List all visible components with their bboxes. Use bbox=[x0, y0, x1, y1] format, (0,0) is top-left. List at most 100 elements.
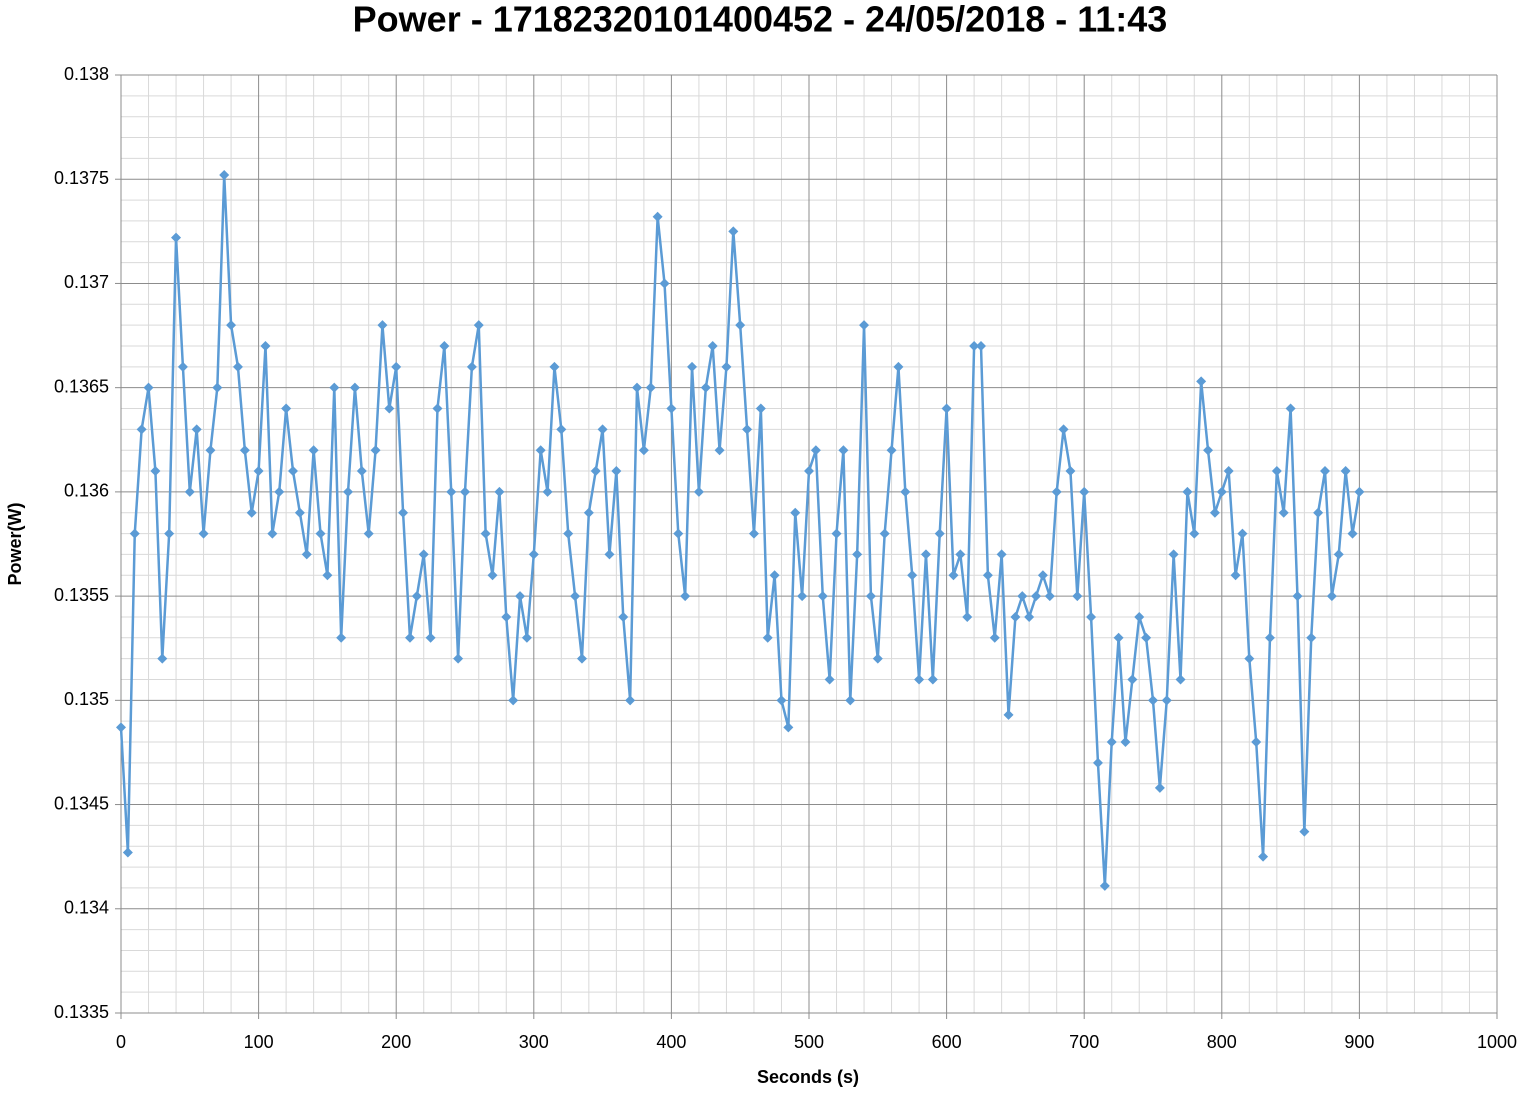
data-point bbox=[1134, 611, 1145, 622]
data-point bbox=[480, 528, 491, 539]
data-point bbox=[1244, 653, 1255, 664]
data-point bbox=[301, 549, 312, 560]
data-point bbox=[1271, 466, 1282, 477]
data-point bbox=[136, 424, 147, 435]
data-point bbox=[1079, 486, 1090, 497]
data-point bbox=[1223, 466, 1234, 477]
data-point bbox=[831, 528, 842, 539]
data-point bbox=[748, 528, 759, 539]
data-point bbox=[969, 340, 980, 351]
data-point bbox=[680, 591, 691, 602]
data-point bbox=[212, 382, 223, 393]
data-point bbox=[384, 403, 395, 414]
data-point bbox=[1326, 591, 1337, 602]
data-point bbox=[404, 632, 415, 643]
data-point bbox=[1148, 695, 1158, 706]
data-point bbox=[632, 382, 642, 393]
data-point bbox=[920, 549, 931, 560]
data-point bbox=[728, 226, 739, 237]
data-point bbox=[762, 632, 773, 643]
data-point bbox=[370, 445, 381, 456]
data-point bbox=[707, 340, 718, 351]
data-point bbox=[1141, 632, 1152, 643]
data-point bbox=[721, 361, 732, 372]
data-point bbox=[1333, 549, 1344, 560]
data-point bbox=[116, 722, 126, 733]
data-point bbox=[1292, 591, 1303, 602]
data-point bbox=[294, 507, 305, 518]
data-point bbox=[659, 278, 670, 289]
data-point bbox=[1251, 737, 1262, 748]
data-point bbox=[1065, 466, 1076, 477]
data-point bbox=[487, 570, 498, 581]
data-point bbox=[790, 507, 801, 518]
data-point bbox=[1203, 445, 1214, 456]
data-point bbox=[1051, 486, 1062, 497]
data-point bbox=[411, 591, 422, 602]
data-point bbox=[1237, 528, 1248, 539]
data-point bbox=[425, 632, 436, 643]
data-point bbox=[687, 361, 698, 372]
x-tick-label: 500 bbox=[794, 1032, 824, 1052]
data-point bbox=[398, 507, 409, 518]
data-point bbox=[1258, 851, 1269, 862]
data-point bbox=[439, 340, 450, 351]
data-point bbox=[1113, 632, 1124, 643]
data-point bbox=[611, 466, 622, 477]
data-point bbox=[700, 382, 711, 393]
data-point bbox=[583, 507, 594, 518]
data-point bbox=[191, 424, 202, 435]
data-point bbox=[1175, 674, 1186, 685]
data-point bbox=[927, 674, 938, 685]
data-point bbox=[1072, 591, 1083, 602]
data-point bbox=[838, 445, 849, 456]
data-point bbox=[1003, 709, 1014, 720]
x-tick-label: 600 bbox=[932, 1032, 962, 1052]
data-point bbox=[590, 466, 601, 477]
data-point bbox=[1168, 549, 1179, 560]
data-point bbox=[515, 591, 526, 602]
data-point bbox=[804, 466, 814, 477]
y-tick-label: 0.1355 bbox=[54, 585, 109, 605]
data-point bbox=[1216, 486, 1227, 497]
x-tick-label: 400 bbox=[656, 1032, 686, 1052]
data-point bbox=[934, 528, 945, 539]
y-tick-label: 0.137 bbox=[64, 272, 109, 292]
data-point bbox=[625, 695, 636, 706]
data-point bbox=[755, 403, 766, 414]
data-point bbox=[693, 486, 704, 497]
data-point bbox=[1127, 674, 1138, 685]
data-point bbox=[742, 424, 753, 435]
data-point bbox=[184, 486, 195, 497]
data-point bbox=[1154, 782, 1165, 793]
data-point bbox=[735, 320, 746, 331]
data-point bbox=[996, 549, 1007, 560]
data-point bbox=[886, 445, 897, 456]
data-point bbox=[1306, 632, 1317, 643]
y-tick-label: 0.1345 bbox=[54, 793, 109, 813]
x-tick-label: 1000 bbox=[1477, 1032, 1517, 1052]
y-tick-label: 0.135 bbox=[64, 689, 109, 709]
data-point bbox=[205, 445, 216, 456]
data-point bbox=[336, 632, 347, 643]
data-point bbox=[976, 340, 986, 351]
data-point bbox=[226, 320, 237, 331]
data-point bbox=[171, 232, 182, 243]
x-tick-label: 300 bbox=[519, 1032, 549, 1052]
data-point bbox=[460, 486, 470, 497]
data-point bbox=[1010, 611, 1021, 622]
data-point bbox=[776, 695, 787, 706]
data-point bbox=[563, 528, 574, 539]
data-point bbox=[570, 591, 581, 602]
data-point bbox=[1285, 403, 1296, 414]
data-point bbox=[239, 445, 250, 456]
data-point bbox=[246, 507, 257, 518]
data-point bbox=[177, 361, 188, 372]
data-point bbox=[1017, 591, 1028, 602]
data-point bbox=[1264, 632, 1275, 643]
data-point bbox=[652, 211, 663, 222]
data-point bbox=[281, 403, 292, 414]
data-point bbox=[907, 570, 918, 581]
data-point bbox=[494, 486, 505, 497]
